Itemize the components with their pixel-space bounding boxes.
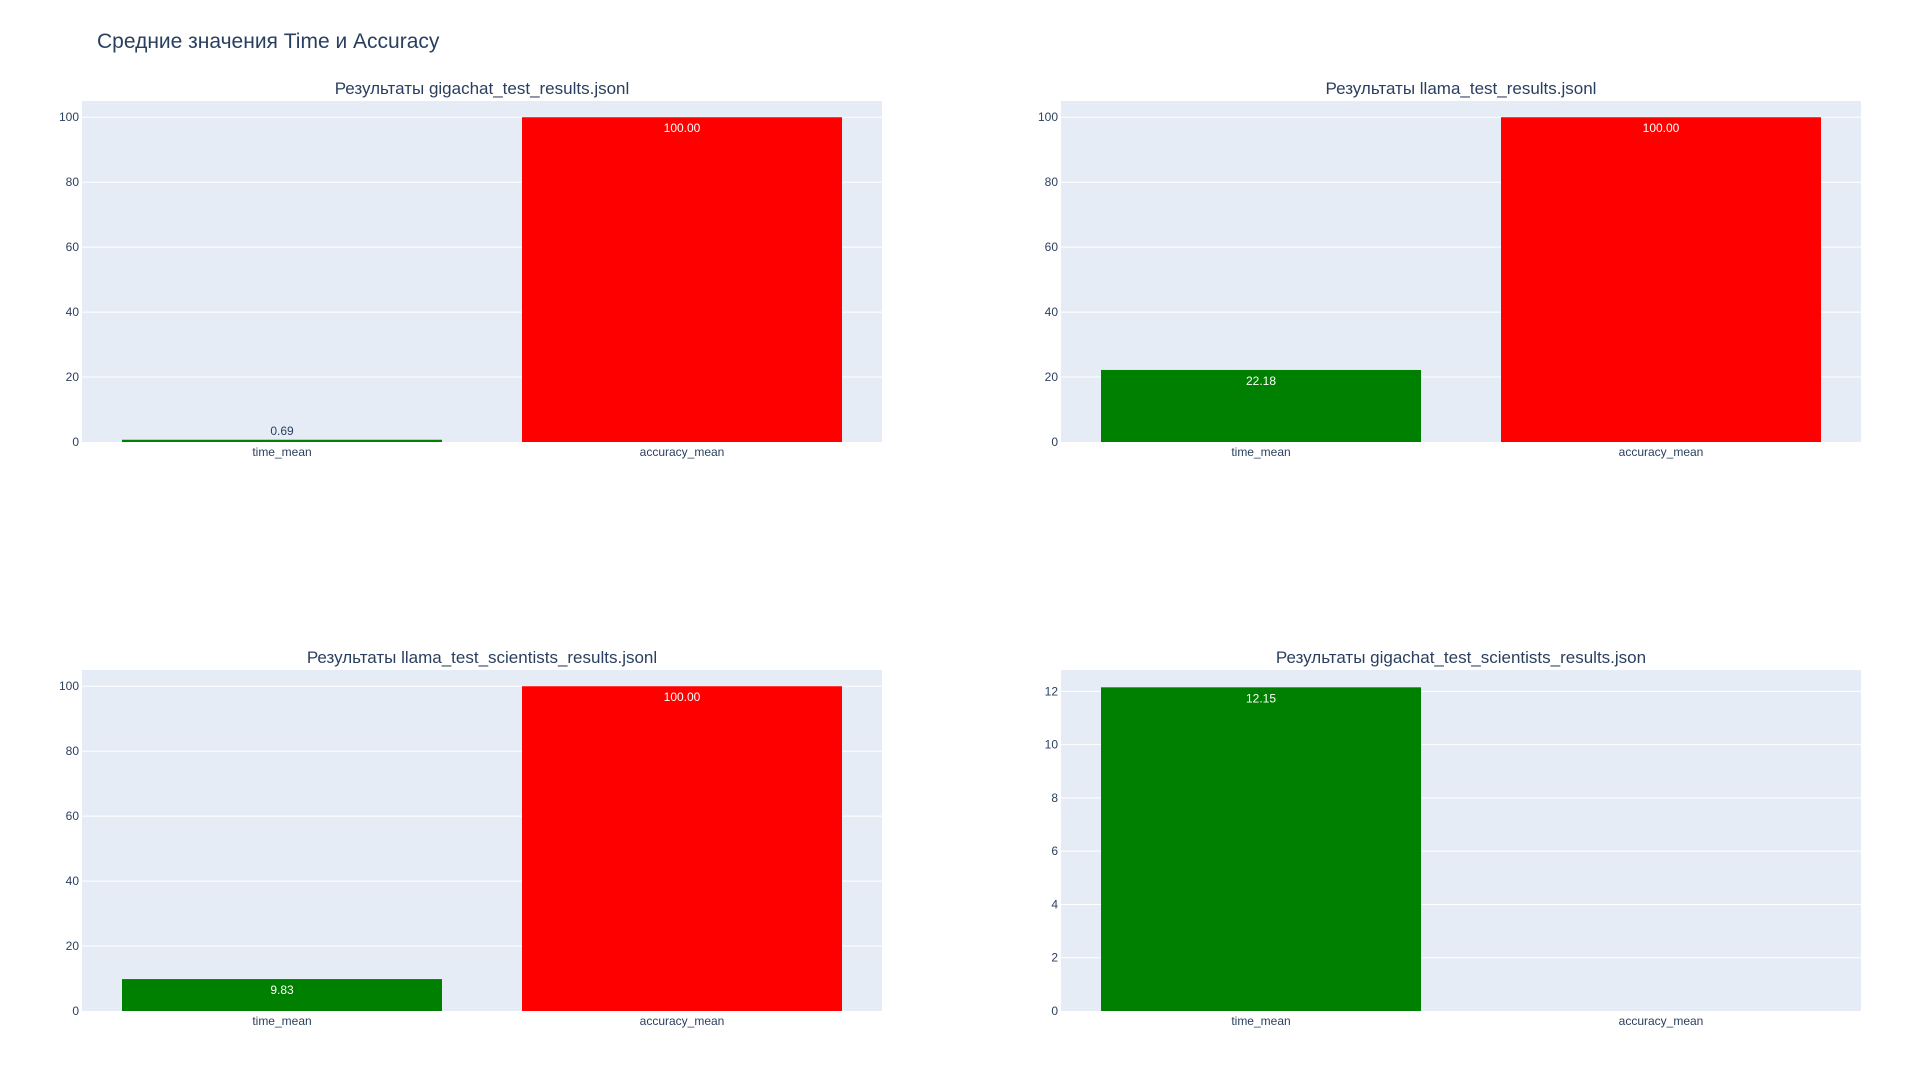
- y-tick-label: 20: [66, 370, 80, 384]
- bar-time_mean: [122, 979, 442, 1011]
- data-label-time_mean: 12.15: [1246, 691, 1276, 705]
- y-tick-label: 80: [66, 744, 80, 758]
- x-tick-label-time_mean: time_mean: [1231, 1014, 1290, 1028]
- bar-time_mean: [122, 439, 442, 442]
- y-tick-label: 20: [66, 939, 80, 953]
- y-tick-label: 2: [1051, 951, 1058, 965]
- data-label-time_mean: 0.69: [270, 424, 294, 438]
- y-tick-label: 40: [1045, 305, 1059, 319]
- y-tick-label: 60: [66, 240, 80, 254]
- y-tick-label: 6: [1051, 844, 1058, 858]
- y-tick-label: 0: [72, 435, 79, 449]
- subplot-title-3: Результаты llama_test_scientists_results…: [307, 648, 657, 667]
- y-tick-label: 60: [1045, 240, 1059, 254]
- x-tick-label-time_mean: time_mean: [252, 1014, 311, 1028]
- y-tick-label: 0: [1051, 435, 1058, 449]
- bar-accuracy_mean: [1501, 117, 1821, 442]
- x-tick-label-accuracy_mean: accuracy_mean: [640, 1014, 725, 1028]
- y-tick-label: 40: [66, 874, 80, 888]
- y-tick-label: 12: [1045, 684, 1059, 698]
- y-tick-label: 80: [66, 175, 80, 189]
- data-label-time_mean: 9.83: [270, 983, 294, 997]
- x-tick-label-accuracy_mean: accuracy_mean: [1619, 445, 1704, 459]
- subplot-title-4: Результаты gigachat_test_scientists_resu…: [1276, 648, 1646, 667]
- x-tick-label-time_mean: time_mean: [1231, 445, 1290, 459]
- data-label-accuracy_mean: 100.00: [664, 121, 701, 135]
- y-tick-label: 80: [1045, 175, 1059, 189]
- bar-time_mean: [1101, 369, 1421, 442]
- subplot-title-2: Результаты llama_test_results.jsonl: [1326, 79, 1597, 98]
- y-tick-label: 4: [1051, 897, 1058, 911]
- y-tick-label: 8: [1051, 791, 1058, 805]
- y-tick-label: 100: [1038, 110, 1058, 124]
- y-tick-label: 100: [59, 679, 79, 693]
- data-label-time_mean: 22.18: [1246, 374, 1276, 388]
- y-tick-label: 0: [1051, 1004, 1058, 1018]
- bar-accuracy_mean: [522, 686, 842, 1011]
- y-tick-label: 0: [72, 1004, 79, 1018]
- y-tick-label: 10: [1045, 738, 1059, 752]
- subplot-title-1: Результаты gigachat_test_results.jsonl: [335, 79, 630, 98]
- y-tick-label: 20: [1045, 370, 1059, 384]
- x-tick-label-accuracy_mean: accuracy_mean: [640, 445, 725, 459]
- y-tick-label: 100: [59, 110, 79, 124]
- figure-title: Средние значения Time и Accuracy: [97, 30, 440, 53]
- y-tick-label: 60: [66, 809, 80, 823]
- bar-accuracy_mean: [522, 117, 842, 442]
- y-tick-label: 40: [66, 305, 80, 319]
- bar-time_mean: [1101, 687, 1421, 1011]
- x-tick-label-time_mean: time_mean: [252, 445, 311, 459]
- x-tick-label-accuracy_mean: accuracy_mean: [1619, 1014, 1704, 1028]
- data-label-accuracy_mean: 100.00: [664, 690, 701, 704]
- data-label-accuracy_mean: 100.00: [1643, 121, 1680, 135]
